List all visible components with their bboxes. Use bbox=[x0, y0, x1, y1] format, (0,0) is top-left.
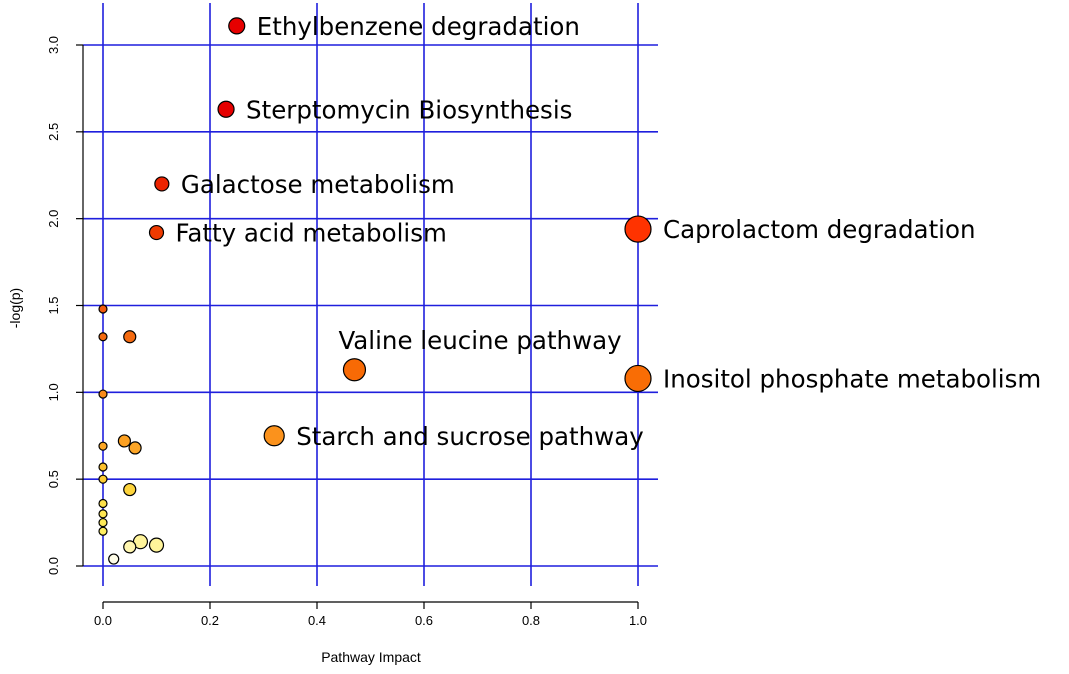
point-label: Caprolactom degradation bbox=[663, 215, 976, 244]
data-point bbox=[342, 358, 367, 382]
data-point bbox=[98, 498, 108, 509]
y-tick-label: 1.0 bbox=[46, 383, 61, 401]
y-tick-label: 2.0 bbox=[46, 210, 61, 228]
data-point bbox=[98, 526, 108, 536]
data-point bbox=[98, 517, 108, 528]
axes: 0.0 0.5 1.0 1.5 2.0 2.5 3.0 0.0 0.2 0.4 0.6 0.8 1.0 bbox=[46, 36, 647, 628]
y-axis-title: -log(p) bbox=[7, 288, 23, 328]
point-label: Galactose metabolism bbox=[181, 170, 455, 199]
point-label: Valine leucine pathway bbox=[338, 326, 621, 355]
x-tick-label: 0.4 bbox=[308, 613, 326, 628]
x-tick-label: 0.2 bbox=[201, 613, 219, 628]
point-label: Starch and sucrose pathway bbox=[296, 422, 644, 451]
data-point bbox=[263, 425, 285, 447]
data-point bbox=[123, 330, 137, 344]
point-label: Sterptomycin Biosynthesis bbox=[246, 95, 572, 124]
data-point bbox=[123, 540, 137, 554]
x-tick-label: 1.0 bbox=[629, 613, 647, 628]
data-point bbox=[624, 215, 652, 243]
data-point bbox=[98, 304, 108, 314]
data-point bbox=[217, 100, 235, 118]
x-tick-label: 0.8 bbox=[522, 613, 540, 628]
x-tick-label: 0.0 bbox=[94, 613, 112, 628]
data-point bbox=[128, 441, 142, 455]
point-labels: Ethylbenzene degradation Sterptomycin Bio… bbox=[176, 12, 1042, 451]
data-point bbox=[98, 332, 108, 342]
data-point bbox=[117, 434, 132, 448]
point-label: Inositol phosphate metabolism bbox=[663, 364, 1041, 393]
data-point bbox=[98, 462, 108, 472]
point-label: Fatty acid metabolism bbox=[176, 219, 447, 248]
data-point bbox=[98, 474, 108, 484]
y-tick-label: 0.0 bbox=[46, 557, 61, 575]
y-tick-label: 3.0 bbox=[46, 36, 61, 54]
data-point bbox=[148, 537, 165, 553]
y-tick-label: 0.5 bbox=[46, 470, 61, 488]
data-point bbox=[228, 17, 246, 35]
data-point bbox=[108, 553, 120, 565]
data-point bbox=[154, 176, 170, 192]
data-point bbox=[98, 389, 108, 399]
data-point bbox=[148, 224, 165, 241]
y-tick-label: 2.5 bbox=[46, 123, 61, 141]
x-axis-title: Pathway Impact bbox=[321, 649, 421, 665]
data-point bbox=[98, 441, 108, 451]
y-tick-label: 1.5 bbox=[46, 296, 61, 314]
data-points bbox=[98, 17, 652, 565]
point-label: Ethylbenzene degradation bbox=[257, 12, 580, 41]
data-point bbox=[98, 509, 108, 519]
data-point bbox=[123, 482, 137, 497]
data-point bbox=[624, 364, 652, 393]
gridlines bbox=[83, 3, 658, 586]
x-tick-label: 0.6 bbox=[415, 613, 433, 628]
